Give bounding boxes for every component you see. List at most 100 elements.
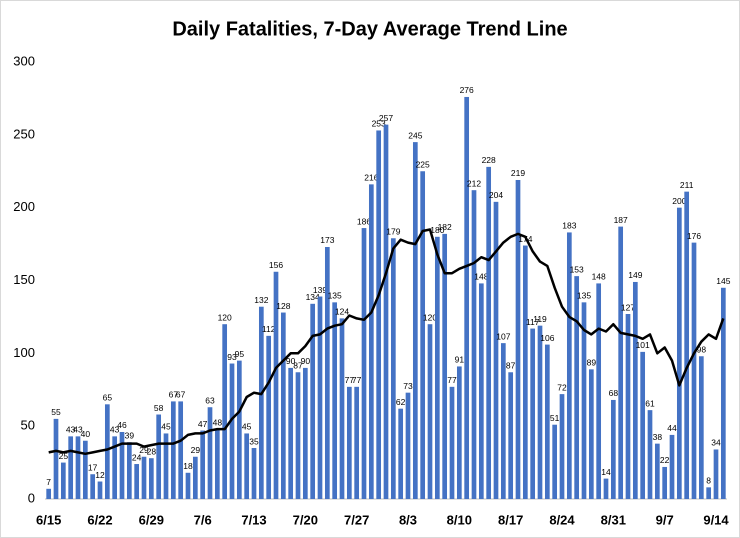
value-label: 106 <box>540 333 554 343</box>
value-label: 48 <box>213 417 223 427</box>
bar <box>714 449 719 499</box>
y-tick-label: 200 <box>13 199 35 214</box>
value-label: 73 <box>403 381 413 391</box>
x-tick-label: 8/3 <box>399 512 417 527</box>
bar <box>699 356 704 499</box>
bar <box>428 324 433 499</box>
bar <box>530 329 535 499</box>
bar <box>76 436 81 499</box>
bar <box>611 400 616 499</box>
x-tick-label: 6/15 <box>36 512 61 527</box>
value-label: 120 <box>218 312 232 322</box>
value-label: 149 <box>628 270 642 280</box>
bar <box>626 314 631 499</box>
value-label: 119 <box>533 314 547 324</box>
value-label: 90 <box>301 356 311 366</box>
value-label: 101 <box>636 340 650 350</box>
value-label: 156 <box>269 260 283 270</box>
bar <box>120 432 125 499</box>
value-label: 18 <box>183 461 193 471</box>
value-label: 132 <box>254 295 268 305</box>
chart: Daily Fatalities, 7-Day Average Trend Li… <box>0 0 740 538</box>
value-label: 46 <box>117 420 127 430</box>
bar <box>303 368 308 499</box>
bar <box>640 352 645 499</box>
bar <box>472 190 477 499</box>
bar <box>215 429 220 499</box>
bar <box>281 313 286 499</box>
value-label: 176 <box>687 231 701 241</box>
value-label: 28 <box>147 446 157 456</box>
bar <box>222 324 227 499</box>
bar <box>633 282 638 499</box>
value-label: 135 <box>577 291 591 301</box>
value-label: 40 <box>81 429 91 439</box>
value-label: 87 <box>506 361 516 371</box>
bar <box>398 409 403 499</box>
value-label: 35 <box>249 436 259 446</box>
bar <box>648 410 653 499</box>
bar <box>384 125 389 499</box>
bar <box>494 202 499 499</box>
bar <box>127 442 132 499</box>
y-tick-label: 100 <box>13 345 35 360</box>
x-tick-label: 8/10 <box>447 512 472 527</box>
bar <box>340 318 345 499</box>
bar <box>508 372 513 499</box>
value-label: 62 <box>396 397 406 407</box>
value-label: 89 <box>587 358 597 368</box>
x-tick-label: 7/6 <box>194 512 212 527</box>
value-label: 145 <box>716 276 730 286</box>
bar <box>391 238 396 499</box>
x-tick-label: 8/31 <box>601 512 626 527</box>
bar <box>538 326 543 499</box>
value-label: 12 <box>95 470 105 480</box>
bar <box>523 246 528 499</box>
bar <box>486 167 491 499</box>
y-tick-label: 150 <box>13 272 35 287</box>
value-label: 55 <box>51 407 61 417</box>
value-label: 225 <box>416 160 430 170</box>
bar <box>98 482 103 499</box>
bar <box>230 364 235 499</box>
bar <box>618 227 623 499</box>
value-label: 77 <box>447 375 457 385</box>
value-label: 245 <box>408 130 422 140</box>
value-label: 135 <box>328 291 342 301</box>
x-tick-label: 7/13 <box>241 512 266 527</box>
value-label: 91 <box>455 355 465 365</box>
value-label: 34 <box>711 438 721 448</box>
bar <box>318 297 323 499</box>
bar <box>288 368 293 499</box>
bar <box>134 464 139 499</box>
bar <box>589 369 594 499</box>
bar <box>677 208 682 499</box>
x-tick-label: 6/29 <box>139 512 164 527</box>
bar <box>450 387 455 499</box>
bar <box>252 448 257 499</box>
bar <box>464 97 469 499</box>
value-label: 29 <box>191 445 201 455</box>
value-label: 8 <box>706 476 711 486</box>
value-label: 47 <box>198 419 208 429</box>
bar <box>266 336 271 499</box>
bar <box>200 431 205 499</box>
bar <box>655 444 660 499</box>
bar <box>706 487 711 499</box>
bar <box>420 171 425 499</box>
value-label: 95 <box>235 349 245 359</box>
value-label: 39 <box>125 430 135 440</box>
value-label: 128 <box>276 301 290 311</box>
bar <box>574 276 579 499</box>
y-tick-label: 0 <box>28 490 35 505</box>
bar <box>186 473 191 499</box>
bar <box>670 435 675 499</box>
bar <box>376 130 381 499</box>
value-label: 63 <box>205 395 215 405</box>
value-label: 204 <box>489 190 503 200</box>
bar <box>692 243 697 499</box>
bar <box>604 479 609 499</box>
value-label: 112 <box>262 324 276 334</box>
bar <box>347 387 352 499</box>
value-label: 212 <box>467 178 481 188</box>
